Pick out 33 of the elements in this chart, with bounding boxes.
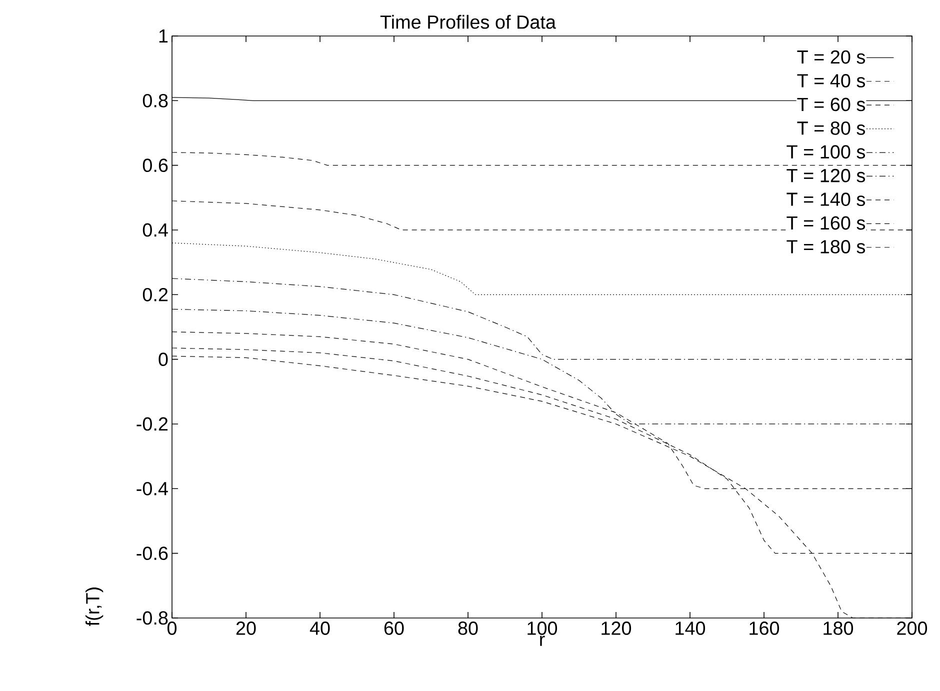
x-tick-label: 60 — [384, 622, 404, 635]
legend-label: T = 40 s — [797, 74, 866, 88]
x-tick-label: 180 — [824, 622, 854, 635]
y-axis-title: f(r,T) — [85, 588, 104, 626]
y-tick-label: 0.4 — [142, 223, 168, 237]
x-tick-label: 0 — [167, 622, 177, 635]
y-tick-label: 0 — [158, 352, 168, 366]
y-tick-label: 0.8 — [142, 94, 168, 108]
legend-label: T = 180 s — [786, 240, 866, 254]
x-tick-label: 40 — [310, 622, 330, 635]
legend-label: T = 160 s — [786, 216, 866, 230]
x-tick-label: 80 — [458, 622, 478, 635]
y-tick-label: -0.6 — [136, 546, 168, 560]
legend-label: T = 120 s — [786, 168, 866, 182]
legend-label: T = 60 s — [797, 98, 866, 112]
x-tick-label: 100 — [528, 622, 558, 635]
legend-label: T = 100 s — [786, 145, 866, 159]
x-tick-label: 140 — [676, 622, 706, 635]
legend-label: T = 20 s — [797, 50, 866, 64]
legend-label: T = 140 s — [786, 192, 866, 206]
y-tick-label: -0.4 — [136, 482, 168, 496]
y-tick-label: 0.6 — [142, 158, 168, 172]
y-tick-label: 1 — [159, 29, 168, 42]
y-tick-label: -0.2 — [136, 417, 168, 431]
x-tick-label: 160 — [750, 622, 780, 635]
y-tick-label: 0.2 — [142, 288, 168, 302]
chart-title: Time Profiles of Data — [380, 14, 556, 29]
x-tick-label: 120 — [602, 622, 632, 635]
y-tick-label: -0.8 — [136, 611, 168, 625]
legend-label: T = 80 s — [797, 121, 866, 135]
x-axis-title: r — [540, 636, 545, 646]
x-tick-label: 20 — [236, 622, 256, 635]
x-tick-label: 200 — [897, 622, 928, 635]
